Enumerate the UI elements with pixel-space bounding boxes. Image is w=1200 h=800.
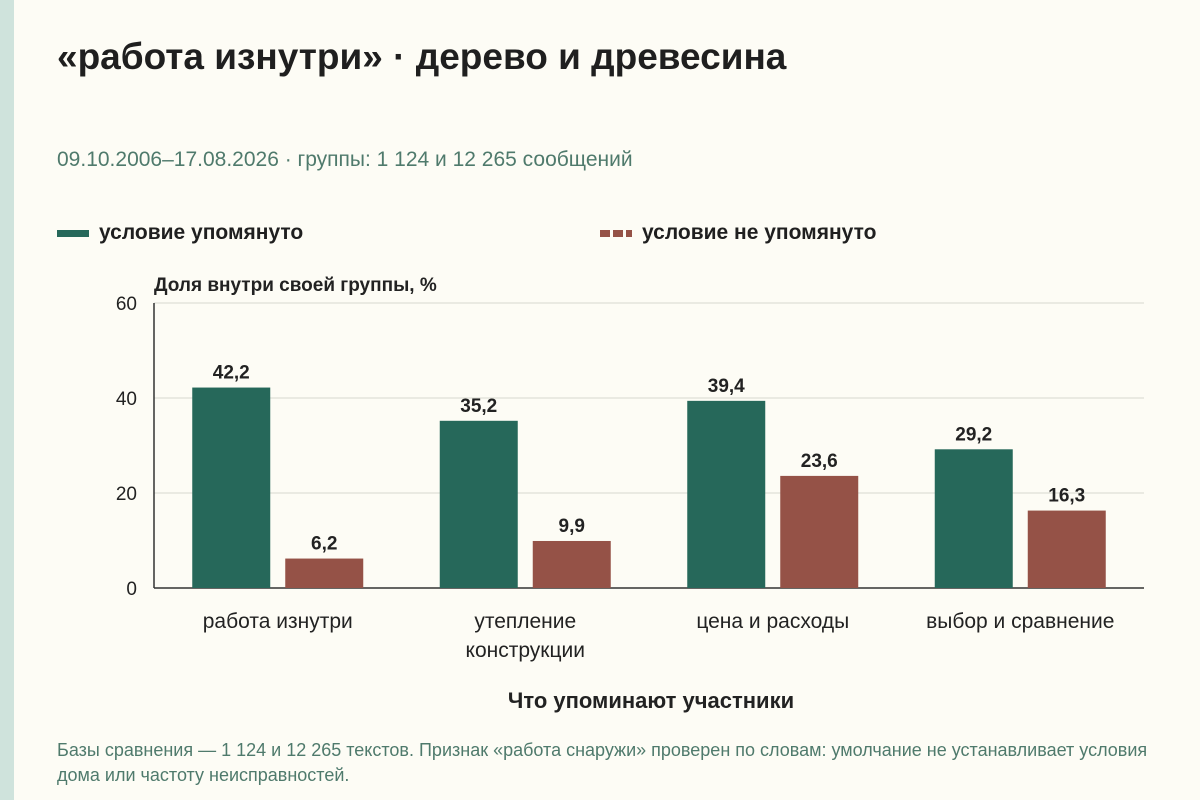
footnote: Базы сравнения — 1 124 и 12 265 текстов.… (57, 740, 1148, 785)
x-category-label: выбор и сравнение (926, 610, 1114, 633)
value-label: 42,2 (213, 363, 250, 384)
bar-not-mentioned (780, 475, 859, 588)
value-label: 35,2 (460, 396, 497, 417)
x-category-label: конструкции (466, 639, 585, 662)
bar-not-mentioned (285, 558, 364, 588)
legend-swatch-mentioned (57, 229, 89, 237)
bar-mentioned (934, 449, 1013, 588)
legend-swatch-not-mentioned (600, 229, 632, 237)
bar-mentioned (687, 400, 766, 588)
y-tick-label: 0 (126, 579, 137, 600)
value-label: 16,3 (1048, 486, 1085, 507)
bar-not-mentioned (1027, 510, 1106, 588)
legend-item-not-mentioned: условие не упомянуто (600, 220, 876, 246)
y-tick-label: 20 (116, 484, 137, 505)
chart-subtitle: 09.10.2006–17.08.2026 · группы: 1 124 и … (57, 148, 633, 171)
value-label: 9,9 (559, 516, 585, 537)
y-tick-label: 40 (116, 389, 137, 410)
legend-item-mentioned: условие упомянуто (57, 220, 303, 246)
value-label: 23,6 (801, 451, 838, 472)
left-accent-strip (0, 0, 14, 800)
value-label: 29,2 (955, 424, 992, 445)
x-category-label: утепление (474, 610, 576, 633)
x-axis-title: Что упоминают участники (508, 688, 794, 713)
x-category-label: работа изнутри (203, 610, 353, 633)
y-axis-title: Доля внутри своей группы, % (154, 275, 437, 296)
y-tick-label: 60 (116, 294, 137, 315)
legend-label-not-mentioned: условие не упомянуто (642, 221, 877, 244)
bar-not-mentioned (532, 540, 611, 588)
bar-mentioned (439, 420, 518, 588)
x-category-label: цена и расходы (696, 610, 849, 633)
value-label: 6,2 (311, 534, 337, 555)
chart-title: «работа изнутри» · дерево и древесина (57, 36, 787, 77)
legend-label-mentioned: условие упомянуто (99, 221, 304, 244)
value-label: 39,4 (708, 376, 745, 397)
bar-mentioned (192, 387, 271, 588)
